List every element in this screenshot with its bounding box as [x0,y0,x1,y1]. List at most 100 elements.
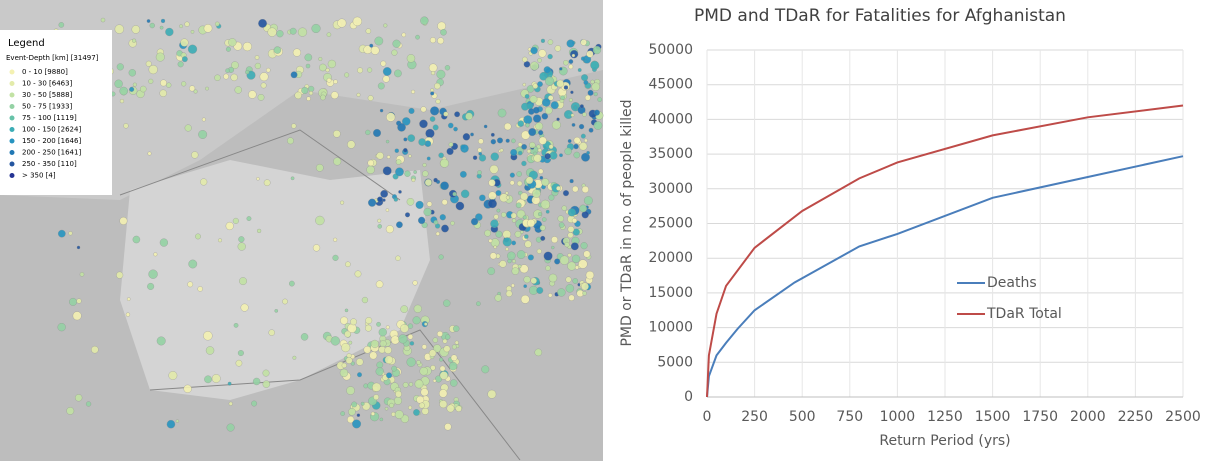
dot [523,83,526,86]
dot [497,209,501,213]
dot [453,127,457,131]
dot [489,179,496,186]
dot [568,139,572,143]
dot [594,121,602,129]
dot [580,104,584,108]
dot [415,380,423,388]
dot [437,37,444,44]
dot [518,121,524,127]
dot [198,130,207,139]
dot [383,167,392,176]
dot [572,218,577,223]
legend-label: 50 - 75 [1933] [22,103,73,111]
dot [568,209,576,217]
dot [376,281,383,288]
dot [248,91,256,99]
dot [488,199,497,208]
dot [389,403,394,408]
dot [394,397,402,405]
y-tick-label: 25000 [648,216,693,232]
dot [238,350,244,356]
dot [408,134,415,141]
dot [517,171,522,176]
dot [274,47,281,54]
dot [383,76,390,83]
dot [305,54,312,61]
dot [228,382,232,386]
dot [189,260,197,268]
dot [540,225,546,231]
dot [423,163,427,167]
dot [598,97,602,101]
dot [179,25,182,28]
dot [377,197,383,203]
dot [391,366,396,371]
dot [574,144,579,149]
dot [214,75,220,81]
dot [266,68,270,72]
dot [567,40,575,48]
dot [212,374,220,382]
dot [421,388,429,396]
dot [91,346,98,353]
dot [563,60,568,65]
dot [397,123,405,131]
dot [185,125,192,132]
dot [386,225,394,233]
dot [154,252,158,256]
dot [434,178,438,182]
dot [333,130,340,137]
dot [422,171,428,177]
dot [218,239,222,243]
dot [132,39,136,43]
dot [548,293,552,297]
dot [147,283,154,290]
legend-label: > 350 [4] [22,172,56,180]
dot [471,218,478,225]
dot [445,65,450,70]
dot [379,328,387,336]
dot [560,256,569,265]
dot [150,23,155,28]
dot [581,134,586,139]
dot [355,271,361,277]
dot [568,232,574,238]
legend-swatch [10,150,15,155]
dot [269,330,275,336]
dot [165,28,173,36]
dot [301,87,308,94]
dot [160,80,166,86]
dot [393,40,401,48]
chart-title: PMD and TDaR for Fatalities for Afghanis… [694,6,1066,26]
dot [533,115,541,123]
x-tick-label: 1000 [880,409,916,425]
dot [407,198,414,205]
dot [198,286,203,291]
dot [436,99,441,104]
dot [463,133,470,140]
dot [442,199,448,205]
dot [421,107,427,113]
dot [307,97,311,101]
dot [586,151,589,154]
dot [488,267,495,274]
dot [439,389,447,397]
dot [455,341,459,345]
dot [407,54,415,62]
x-axis-label: Return Period (yrs) [879,433,1010,449]
dot [148,152,152,156]
dot [67,407,74,414]
dot [511,139,515,143]
dot [447,148,454,155]
dot [512,259,515,262]
dot [261,83,266,88]
y-tick-label: 40000 [648,111,693,127]
dot [140,86,146,92]
dot [239,277,247,285]
dot [521,144,526,149]
dot [291,72,298,79]
dot [380,190,387,197]
dot [289,281,294,286]
dot [187,282,192,287]
dot [479,195,485,201]
